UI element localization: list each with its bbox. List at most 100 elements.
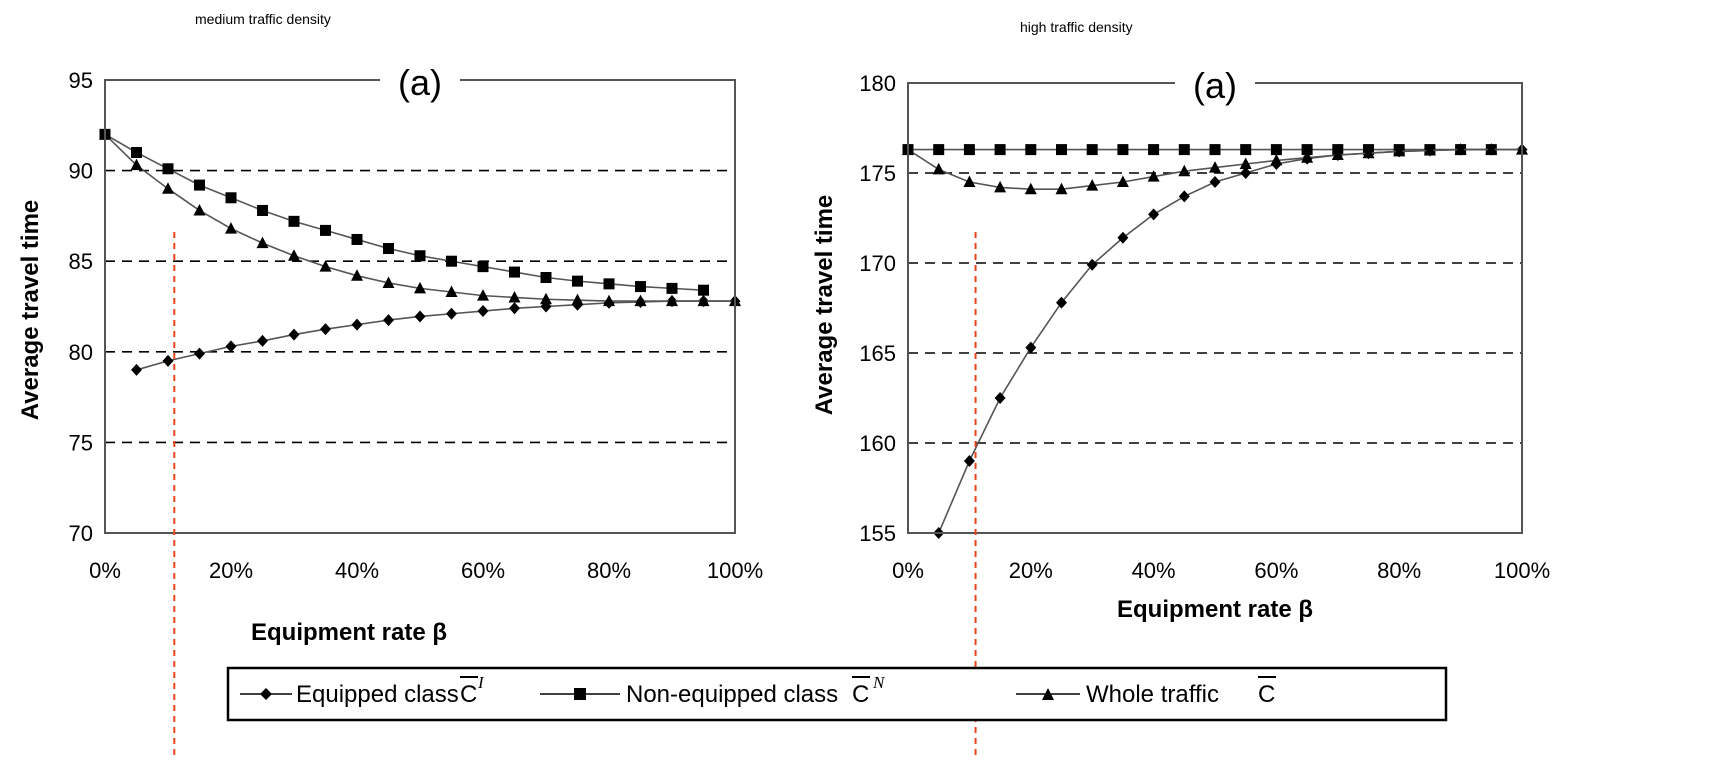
legend-label-whole: Whole traffic bbox=[1086, 681, 1219, 708]
legend: Equipped class C I Non-equipped class C … bbox=[226, 666, 1448, 722]
data-point-equipped bbox=[320, 323, 331, 336]
data-point-whole bbox=[1362, 146, 1375, 159]
data-point-nonequipped bbox=[1117, 144, 1129, 156]
series-layer bbox=[902, 143, 1528, 539]
data-point-whole bbox=[994, 180, 1007, 193]
data-point-nonequipped bbox=[477, 261, 489, 273]
data-point-whole bbox=[162, 182, 174, 194]
x-tick-label: 80% bbox=[587, 558, 631, 583]
chart-panel-high: high traffic density Average travel time… bbox=[811, 19, 1550, 623]
y-tick-labels: 70 75 80 85 90 95 bbox=[69, 68, 93, 546]
x-tick-label: 0% bbox=[89, 558, 121, 583]
data-point-equipped bbox=[446, 307, 457, 320]
data-point-whole bbox=[932, 162, 945, 175]
data-point-whole bbox=[571, 293, 584, 306]
panel-label: (a) bbox=[1193, 65, 1237, 106]
y-tick-label: 180 bbox=[859, 71, 896, 96]
series-layer bbox=[99, 127, 741, 376]
x-axis-label: Equipment rate β bbox=[1117, 596, 1313, 623]
y-tick-labels: 155 160 165 170 175 180 bbox=[859, 71, 896, 546]
data-point-nonequipped bbox=[963, 144, 975, 156]
data-point-whole bbox=[1209, 161, 1221, 173]
data-point-nonequipped bbox=[1240, 144, 1252, 156]
chart-panel-medium: medium traffic density Average travel ti… bbox=[17, 11, 763, 646]
data-point-whole bbox=[603, 294, 615, 307]
data-point-equipped bbox=[1148, 208, 1160, 221]
y-axis-label: Average travel time bbox=[17, 200, 44, 421]
y-tick-label: 170 bbox=[859, 251, 896, 276]
diamond-marker-icon bbox=[260, 688, 272, 700]
data-point-nonequipped bbox=[603, 278, 615, 290]
data-point-whole bbox=[319, 260, 332, 272]
data-point-whole bbox=[351, 269, 363, 281]
data-point-nonequipped bbox=[1178, 144, 1190, 156]
data-point-whole bbox=[697, 294, 710, 307]
y-tick-label: 155 bbox=[859, 521, 896, 546]
data-point-whole bbox=[634, 294, 647, 307]
data-point-whole bbox=[193, 203, 206, 216]
x-tick-label: 100% bbox=[1494, 558, 1550, 583]
x-axis-label: Equipment rate β bbox=[251, 619, 447, 646]
data-point-whole bbox=[508, 290, 521, 303]
data-point-equipped bbox=[1086, 258, 1098, 271]
data-point-equipped bbox=[1025, 341, 1037, 354]
data-point-whole bbox=[256, 236, 269, 249]
data-point-whole bbox=[963, 175, 976, 187]
y-tick-label: 70 bbox=[69, 521, 93, 546]
data-point-equipped bbox=[1240, 167, 1252, 179]
data-point-nonequipped bbox=[1025, 144, 1037, 156]
data-point-equipped bbox=[351, 318, 363, 331]
legend-item-nonequipped: Non-equipped class C N bbox=[540, 673, 886, 708]
grid-lines bbox=[908, 172, 1522, 444]
data-point-nonequipped bbox=[288, 215, 300, 227]
legend-superscript-nonequipped: N bbox=[872, 673, 886, 692]
data-point-whole bbox=[1116, 175, 1129, 187]
data-point-nonequipped bbox=[1301, 144, 1313, 156]
y-tick-label: 90 bbox=[69, 159, 93, 184]
data-point-whole bbox=[1485, 143, 1498, 155]
data-point-whole bbox=[382, 276, 395, 288]
data-point-equipped bbox=[994, 392, 1006, 404]
x-tick-label: 20% bbox=[209, 558, 253, 583]
x-tick-label: 60% bbox=[461, 558, 505, 583]
x-tick-label: 40% bbox=[1132, 558, 1176, 583]
y-tick-label: 75 bbox=[69, 430, 93, 455]
y-tick-label: 80 bbox=[69, 340, 93, 365]
series-line-equipped bbox=[136, 300, 735, 371]
legend-item-equipped: Equipped class C I bbox=[240, 673, 485, 708]
data-point-whole bbox=[1454, 143, 1467, 155]
series-line-equipped bbox=[937, 148, 1522, 534]
data-point-whole bbox=[1055, 182, 1068, 195]
triangle-marker-icon bbox=[1042, 688, 1054, 700]
y-axis-label: Average travel time bbox=[811, 195, 838, 416]
data-point-whole bbox=[477, 289, 489, 301]
legend-superscript-equipped: I bbox=[477, 673, 485, 692]
data-point-whole bbox=[414, 281, 426, 294]
panel-label: (a) bbox=[398, 62, 442, 103]
data-point-whole bbox=[130, 158, 143, 171]
data-point-nonequipped bbox=[698, 284, 709, 296]
panel-label-background bbox=[1175, 71, 1255, 93]
legend-item-whole: Whole traffic C bbox=[1016, 676, 1276, 708]
data-point-nonequipped bbox=[131, 146, 142, 158]
data-point-equipped bbox=[162, 354, 174, 367]
data-point-whole bbox=[1178, 164, 1191, 177]
data-point-equipped bbox=[1056, 296, 1067, 309]
data-point-equipped bbox=[225, 340, 237, 353]
data-point-whole bbox=[1239, 157, 1252, 169]
data-point-whole bbox=[1147, 170, 1160, 182]
data-point-whole bbox=[1423, 144, 1436, 156]
x-tick-label: 20% bbox=[1009, 558, 1053, 583]
data-point-equipped bbox=[257, 334, 268, 347]
x-tick-label: 0% bbox=[892, 558, 924, 583]
data-point-whole bbox=[1024, 182, 1037, 195]
x-tick-label: 60% bbox=[1254, 558, 1298, 583]
data-point-whole bbox=[1270, 153, 1283, 166]
data-point-nonequipped bbox=[509, 266, 520, 278]
x-tick-labels: 0% 20% 40% 60% 80% 100% bbox=[89, 558, 763, 583]
data-point-nonequipped bbox=[257, 204, 268, 216]
data-point-nonequipped bbox=[572, 275, 583, 287]
data-point-nonequipped bbox=[994, 144, 1006, 156]
data-point-equipped bbox=[477, 305, 489, 318]
data-point-equipped bbox=[194, 347, 205, 360]
